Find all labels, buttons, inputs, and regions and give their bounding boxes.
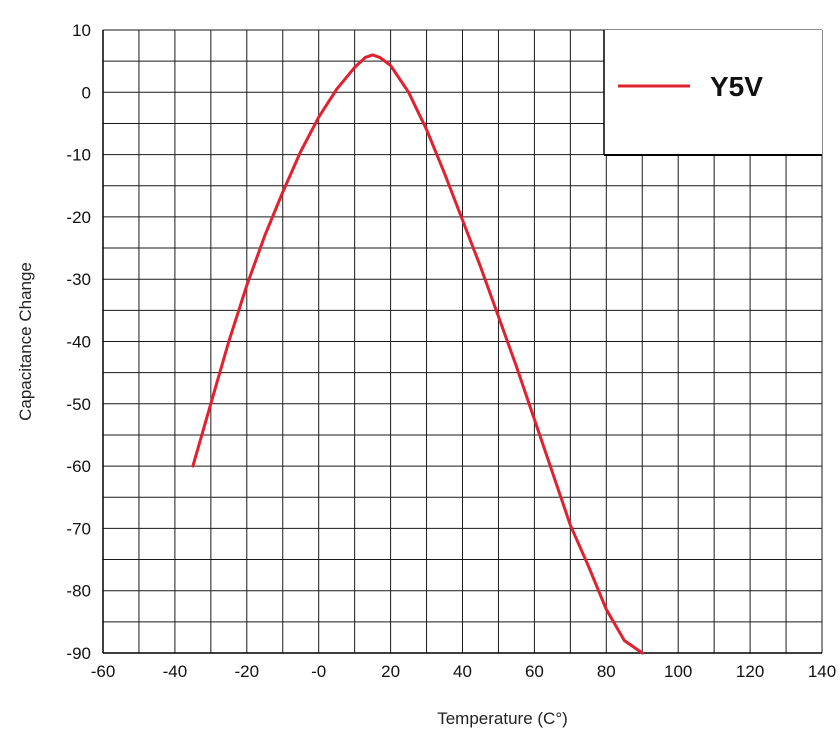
x-tick-label: 140 — [808, 662, 836, 681]
y-tick-label: -20 — [66, 208, 91, 227]
y-tick-label: -40 — [66, 333, 91, 352]
legend-label: Y5V — [710, 71, 763, 102]
y-tick-label: -10 — [66, 146, 91, 165]
x-tick-label: 60 — [525, 662, 544, 681]
x-tick-label: 120 — [736, 662, 764, 681]
x-tick-label: 40 — [453, 662, 472, 681]
x-axis-label: Temperature (C°) — [437, 709, 568, 728]
series-line-y5v — [191, 53, 644, 655]
x-tick-label: 20 — [381, 662, 400, 681]
y-tick-label: -70 — [66, 519, 91, 538]
x-tick-label: -20 — [235, 662, 260, 681]
x-tick-label: 100 — [664, 662, 692, 681]
y-tick-label: 10 — [72, 21, 91, 40]
x-tick-label: -40 — [163, 662, 188, 681]
axes — [102, 30, 822, 654]
y-tick-label: -60 — [66, 457, 91, 476]
y-axis-label: Capacitance Change — [16, 262, 35, 421]
x-tick-label: -0 — [311, 662, 326, 681]
y-tick-label: -30 — [66, 270, 91, 289]
tick-labels: 100-10-20-30-40-50-60-70-80-90-60 -40 -20-… — [66, 21, 836, 681]
series-layer — [191, 53, 644, 655]
y-tick-label: -80 — [66, 582, 91, 601]
y-tick-label: 0 — [82, 83, 91, 102]
x-tick-label: 80 — [597, 662, 616, 681]
y-tick-label: -90 — [66, 644, 91, 663]
legend-box — [604, 30, 822, 155]
legend: Y5V — [603, 30, 822, 156]
y-tick-label: -50 — [66, 395, 91, 414]
x-tick-label: -60 — [91, 662, 116, 681]
